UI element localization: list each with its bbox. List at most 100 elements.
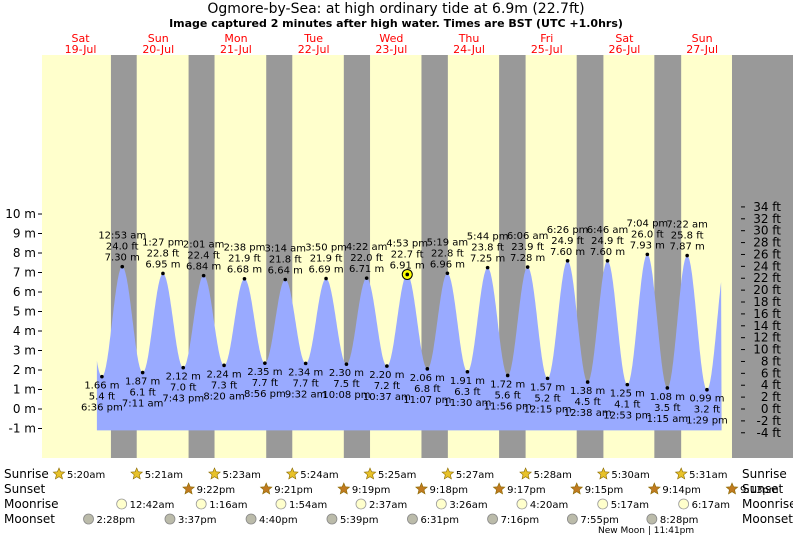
- tide-time: 12:38 am: [564, 408, 612, 419]
- tide-point: [324, 276, 328, 281]
- astro-rows: Sunrise Sunrise 5:20am 5:21am 5:23am 5:24am 5:…: [4, 467, 793, 536]
- sunset-time: 9:21pm: [274, 485, 313, 496]
- tide-height-ft: 7.2 ft: [374, 381, 400, 392]
- tide-time: 10:08 pm: [322, 390, 370, 401]
- tide-time: 7:04 pm: [626, 218, 668, 229]
- tide-point: [364, 276, 369, 280]
- day-label-date: 24-Jul: [453, 43, 485, 56]
- moonrise-icon: [116, 498, 128, 510]
- tide-time: 1:15 am: [647, 414, 689, 425]
- tide-point: [181, 365, 186, 370]
- tide-time: 8:20 am: [203, 391, 245, 402]
- sunrise-icon: [674, 467, 688, 480]
- tide-time: 2:01 am: [183, 240, 225, 251]
- sunset-icon: [647, 482, 661, 495]
- tide-height-m: 2.06 m: [410, 373, 445, 384]
- left-tick-label: 9 m: [13, 227, 36, 241]
- tide-height-ft: 22.8 ft: [431, 248, 464, 259]
- right-tick-label: 30 ft: [753, 224, 781, 238]
- day-label-dow: Thu: [458, 32, 480, 45]
- current-marker-dot: [405, 272, 410, 277]
- chart-title: Ogmore-by-Sea: at high ordinary tide at …: [207, 1, 584, 17]
- chart-subtitle: Image captured 2 minutes after high wate…: [169, 17, 623, 30]
- moonset-icon: [326, 513, 338, 525]
- moonset-time: 2:28pm: [97, 515, 136, 526]
- tide-height-ft: 22.4 ft: [187, 251, 220, 262]
- tide-time: 12:15 pm: [524, 404, 572, 415]
- tide-height-m: 1.08 m: [650, 392, 685, 403]
- astro-label-left: Sunset: [4, 482, 45, 496]
- tide-area-group: [96, 254, 722, 431]
- day-label-date: 26-Jul: [609, 43, 641, 56]
- sunrise-icon: [285, 467, 299, 480]
- tide-height-m: 1.38 m: [570, 386, 605, 397]
- sunrise-time: 5:27am: [456, 470, 494, 481]
- tide-height-m: 2.30 m: [329, 368, 364, 379]
- day-label-date: 20-Jul: [142, 43, 174, 56]
- tide-point: [201, 273, 206, 278]
- sunrise-icon: [519, 467, 533, 480]
- moonset-icon: [245, 513, 257, 525]
- moonrise-icon: [435, 498, 447, 510]
- day-label-dow: Tue: [303, 32, 323, 45]
- tide-point: [585, 380, 590, 384]
- tide-height-m: 6.64 m: [268, 266, 303, 277]
- moonset-time: 8:28pm: [660, 515, 699, 526]
- tide-point: [625, 382, 630, 387]
- tide-height-ft: 7.5 ft: [333, 379, 359, 390]
- day-labels: Sat19-JulSun20-JulMon21-JulTue22-JulWed2…: [65, 32, 718, 56]
- left-tick-label: 1 m: [13, 383, 36, 397]
- right-tick-label: 4 ft: [761, 378, 781, 392]
- tide-point: [465, 369, 470, 374]
- left-axis: -1 m 0 m 1 m 2 m 3 m 4 m 5 m 6 m 7 m 8 m 9 m 10 m: [5, 207, 42, 436]
- sunrise-icon: [363, 467, 377, 480]
- tide-height-m: 1.87 m: [125, 377, 160, 388]
- tide-height-ft: 3.5 ft: [654, 403, 680, 414]
- right-tick-label: 6 ft: [761, 366, 781, 380]
- astro-label-right: Moonset: [742, 512, 793, 526]
- right-tick-label: 34 ft: [753, 200, 781, 214]
- moonrise-icon: [597, 498, 609, 510]
- tide-time: 6:26 pm: [547, 225, 589, 236]
- sunrise-icon: [441, 467, 455, 480]
- right-tick-label: 12 ft: [753, 331, 781, 345]
- moonset-icon: [487, 513, 498, 525]
- tide-time: 4:22 am: [346, 242, 388, 253]
- right-tick-label: 0 ft: [761, 402, 781, 416]
- tide-time: 6:36 pm: [81, 403, 123, 414]
- moonrise-time: 6:17am: [692, 500, 730, 511]
- tide-time: 3:50 pm: [305, 243, 347, 254]
- tide-height-ft: 6.8 ft: [414, 384, 440, 395]
- tide-point: [100, 374, 104, 379]
- right-tick-label: -4 ft: [757, 426, 782, 440]
- tide-height-ft: 5.6 ft: [495, 390, 521, 401]
- tide-point: [385, 364, 389, 368]
- sunrise-time: 5:31am: [689, 470, 727, 481]
- tide-height-ft: 7.3 ft: [211, 380, 237, 391]
- left-tick-label: 2 m: [13, 363, 36, 377]
- moonrise-icon: [275, 498, 287, 510]
- tide-height-m: 2.20 m: [369, 370, 404, 381]
- tide-point: [283, 277, 288, 282]
- tide-height-m: 6.91 m: [390, 260, 425, 271]
- tide-height-ft: 22.8 ft: [147, 248, 180, 259]
- tide-time: 11:56 pm: [484, 401, 532, 412]
- sunset-icon: [415, 482, 428, 495]
- tide-height-m: 6.69 m: [308, 265, 343, 276]
- right-tick-label: 26 ft: [753, 247, 781, 261]
- astro-label-right: Sunset: [742, 482, 783, 496]
- day-label-dow: Mon: [224, 32, 247, 45]
- tide-height-ft: 24.9 ft: [591, 236, 624, 247]
- sunrise-icon: [596, 467, 610, 480]
- right-tick-label: 14 ft: [753, 319, 781, 333]
- moonset-icon: [407, 513, 418, 525]
- moonrise-icon: [516, 498, 528, 510]
- tide-point: [485, 265, 490, 270]
- left-tick-label: 6 m: [13, 285, 36, 299]
- tide-point: [425, 367, 430, 371]
- tide-time: 2:38 pm: [224, 243, 266, 254]
- day-label-dow: Sat: [615, 32, 634, 45]
- tide-height-m: 7.87 m: [670, 242, 705, 253]
- moonset-icon: [83, 513, 94, 525]
